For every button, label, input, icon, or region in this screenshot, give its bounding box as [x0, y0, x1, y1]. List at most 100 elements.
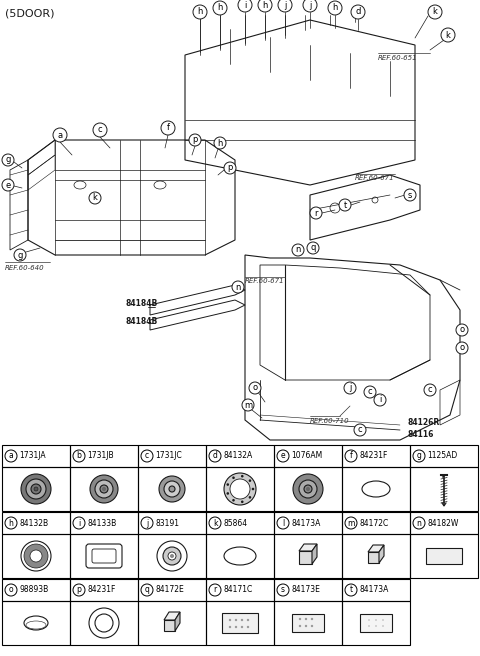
Text: REF.60-640: REF.60-640 — [5, 265, 45, 271]
Text: 84172C: 84172C — [359, 518, 388, 527]
Circle shape — [5, 517, 17, 529]
Text: 1731JA: 1731JA — [19, 451, 46, 461]
Text: t: t — [343, 201, 347, 209]
Circle shape — [73, 584, 85, 596]
Circle shape — [277, 517, 289, 529]
Text: REF.60-651: REF.60-651 — [378, 55, 418, 61]
Circle shape — [168, 552, 176, 560]
Polygon shape — [164, 620, 175, 631]
Text: 83191: 83191 — [155, 518, 179, 527]
Circle shape — [238, 0, 252, 12]
Bar — [70, 601, 138, 645]
Circle shape — [235, 626, 237, 628]
Text: f: f — [167, 123, 169, 133]
Text: l: l — [282, 518, 284, 527]
Bar — [2, 467, 70, 511]
Circle shape — [213, 1, 227, 15]
Circle shape — [304, 485, 312, 493]
Text: 98893B: 98893B — [19, 586, 48, 594]
Circle shape — [241, 475, 243, 478]
Circle shape — [241, 619, 243, 621]
Bar — [222, 613, 258, 633]
Text: r: r — [214, 586, 216, 594]
Text: 1076AM: 1076AM — [291, 451, 322, 461]
Text: i: i — [244, 1, 246, 9]
Circle shape — [293, 474, 323, 504]
Bar — [274, 601, 342, 645]
Circle shape — [2, 154, 14, 166]
Text: h: h — [332, 3, 338, 12]
Text: e: e — [5, 180, 11, 190]
Text: i: i — [78, 518, 80, 527]
Text: 85864: 85864 — [223, 518, 247, 527]
Text: p: p — [228, 163, 233, 173]
Text: 84132B: 84132B — [19, 518, 48, 527]
Circle shape — [229, 626, 231, 628]
Text: j: j — [146, 518, 148, 527]
Text: (5DOOR): (5DOOR) — [5, 8, 55, 18]
Text: o: o — [9, 586, 13, 594]
Circle shape — [305, 625, 307, 627]
Text: 84173E: 84173E — [291, 586, 320, 594]
Text: p: p — [77, 586, 82, 594]
Circle shape — [364, 386, 376, 398]
Circle shape — [21, 474, 51, 504]
Bar — [274, 534, 342, 578]
Circle shape — [227, 483, 229, 486]
Circle shape — [241, 626, 243, 628]
Bar — [274, 445, 342, 467]
Circle shape — [441, 28, 455, 42]
Bar — [410, 512, 478, 534]
Circle shape — [247, 626, 249, 628]
Circle shape — [209, 584, 221, 596]
Text: s: s — [281, 586, 285, 594]
Text: c: c — [98, 125, 102, 134]
Polygon shape — [175, 612, 180, 631]
Circle shape — [345, 450, 357, 462]
Circle shape — [229, 619, 231, 621]
Text: j: j — [309, 1, 311, 9]
Circle shape — [404, 189, 416, 201]
Bar — [426, 548, 462, 564]
Circle shape — [193, 5, 207, 19]
Polygon shape — [299, 544, 317, 551]
Bar — [138, 467, 206, 511]
Circle shape — [224, 162, 236, 174]
Text: c: c — [145, 451, 149, 461]
Circle shape — [232, 476, 235, 479]
Text: d: d — [355, 7, 360, 16]
Circle shape — [24, 544, 48, 568]
Circle shape — [306, 487, 310, 491]
Bar — [70, 445, 138, 467]
Circle shape — [456, 342, 468, 354]
Text: t: t — [349, 586, 353, 594]
Polygon shape — [368, 545, 384, 552]
Text: n: n — [235, 283, 240, 291]
Circle shape — [311, 625, 313, 627]
Polygon shape — [312, 544, 317, 564]
Circle shape — [230, 479, 250, 499]
Circle shape — [170, 554, 174, 558]
Circle shape — [277, 450, 289, 462]
Circle shape — [247, 619, 249, 621]
Text: h: h — [197, 7, 203, 16]
Bar — [410, 534, 478, 578]
Bar — [2, 579, 70, 601]
Circle shape — [375, 619, 377, 621]
Circle shape — [249, 382, 261, 394]
Circle shape — [328, 1, 342, 15]
Text: 1125AD: 1125AD — [427, 451, 457, 461]
Text: k: k — [213, 518, 217, 527]
Text: k: k — [432, 7, 437, 16]
Text: s: s — [408, 190, 412, 199]
Text: m: m — [244, 401, 252, 409]
Circle shape — [232, 499, 235, 502]
Text: o: o — [252, 384, 258, 392]
Circle shape — [209, 517, 221, 529]
Text: a: a — [58, 131, 62, 140]
Text: c: c — [428, 386, 432, 394]
Text: m: m — [348, 518, 355, 527]
Circle shape — [93, 123, 107, 137]
Text: 84132A: 84132A — [223, 451, 252, 461]
Bar — [274, 579, 342, 601]
